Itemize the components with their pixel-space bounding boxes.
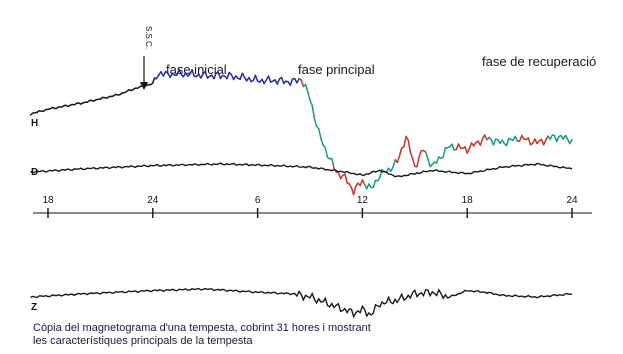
trace-h-segment: [505, 137, 510, 147]
trace-h-segment: [331, 157, 335, 169]
trace-h-segment: [555, 135, 560, 143]
trace-h-segment: [427, 157, 431, 168]
phase-label-main: fase principal: [298, 62, 375, 77]
trace-h-segment: [320, 137, 324, 146]
trace-h-segment: [276, 78, 281, 85]
trace-h-segment: [317, 128, 322, 140]
trace-h-segment: [307, 91, 311, 101]
trace-h-segment: [296, 77, 300, 84]
trace-h-segment: [527, 137, 532, 146]
trace-h-segment: [457, 143, 462, 149]
trace-z: [30, 287, 573, 319]
trace-h-segment: [492, 138, 497, 146]
trace-h-segment: [418, 149, 423, 158]
time-tick-label: 18: [42, 195, 54, 206]
traces-group: [29, 68, 573, 319]
trace-h-segment: [416, 155, 420, 168]
trace-h-segment: [468, 142, 473, 150]
phase-label-recovery: fase de recuperació: [482, 54, 596, 69]
trace-h-segment: [466, 148, 471, 154]
trace-h-segment: [411, 157, 416, 168]
trace-h-segment: [337, 171, 342, 180]
trace-h-segment: [169, 72, 174, 79]
trace-h-segment: [204, 70, 209, 79]
trace-h-segment: [372, 179, 377, 189]
trace-h-segment: [324, 146, 329, 159]
trace-d: [30, 162, 573, 178]
trace-h-segment: [396, 155, 401, 164]
trace-h-segment: [464, 146, 468, 154]
trace-h-segment: [239, 72, 244, 80]
ssc-label: S.S.C.: [144, 26, 153, 49]
trace-h-segment: [479, 138, 484, 147]
figure-caption: Còpia del magnetograma d'una tempesta, c…: [33, 322, 473, 348]
trace-label-h: H: [31, 118, 38, 129]
trace-h-segment: [311, 104, 316, 119]
trace-h-segment: [361, 179, 366, 186]
trace-h-segment: [313, 117, 318, 127]
trace-h-segment: [518, 134, 523, 142]
time-tick-label: 24: [566, 195, 578, 206]
trace-h-segment: [226, 71, 230, 80]
trace-h-segment: [442, 147, 447, 158]
trace-h-segment: [483, 134, 488, 141]
trace-h-segment: [514, 135, 519, 142]
trace-h-segment: [217, 71, 222, 80]
time-tick-label: 12: [357, 195, 369, 206]
caption-line-1: Còpia del magnetograma d'una tempesta, c…: [33, 322, 371, 334]
trace-h-segment: [162, 70, 167, 77]
trace-h-segment: [407, 139, 412, 154]
trace-h-segment: [435, 156, 440, 164]
trace-h-segment: [178, 68, 182, 76]
time-tick-label: 6: [255, 195, 261, 206]
trace-h-segment: [352, 185, 357, 196]
trace-h-segment: [424, 151, 429, 160]
time-tick-label: 18: [462, 195, 474, 206]
trace-h-segment: [403, 135, 407, 148]
trace-h-segment: [451, 143, 455, 151]
trace-h-segment: [398, 147, 403, 157]
trace-h-segment: [304, 83, 309, 93]
trace-h-segment: [191, 69, 196, 77]
trace-label-z: Z: [31, 302, 37, 313]
trace-h-segment: [213, 72, 217, 80]
trace-h-segment: [549, 134, 554, 140]
trace-h-segment: [267, 75, 272, 83]
trace-h-segment: [392, 159, 396, 169]
trace-h-segment: [241, 72, 246, 79]
trace-h-segment: [309, 99, 313, 107]
time-axis-ticks: 18 24 6 12 18 24: [42, 195, 578, 218]
trace-h-segment: [542, 139, 547, 146]
trace-h-segment: [254, 74, 259, 82]
trace-h-segment: [280, 76, 285, 85]
trace-h-segment: [152, 77, 156, 84]
time-tick-label: 24: [147, 195, 159, 206]
trace-h-segment: [409, 152, 414, 160]
trace-h-segment: [300, 79, 305, 88]
trace-h-segment: [289, 78, 294, 86]
trace-h-segment: [344, 173, 348, 184]
trace-h-segment: [455, 143, 460, 151]
caption-line-2: les característiques principals de la te…: [33, 335, 253, 347]
trace-h-segment: [569, 138, 573, 145]
